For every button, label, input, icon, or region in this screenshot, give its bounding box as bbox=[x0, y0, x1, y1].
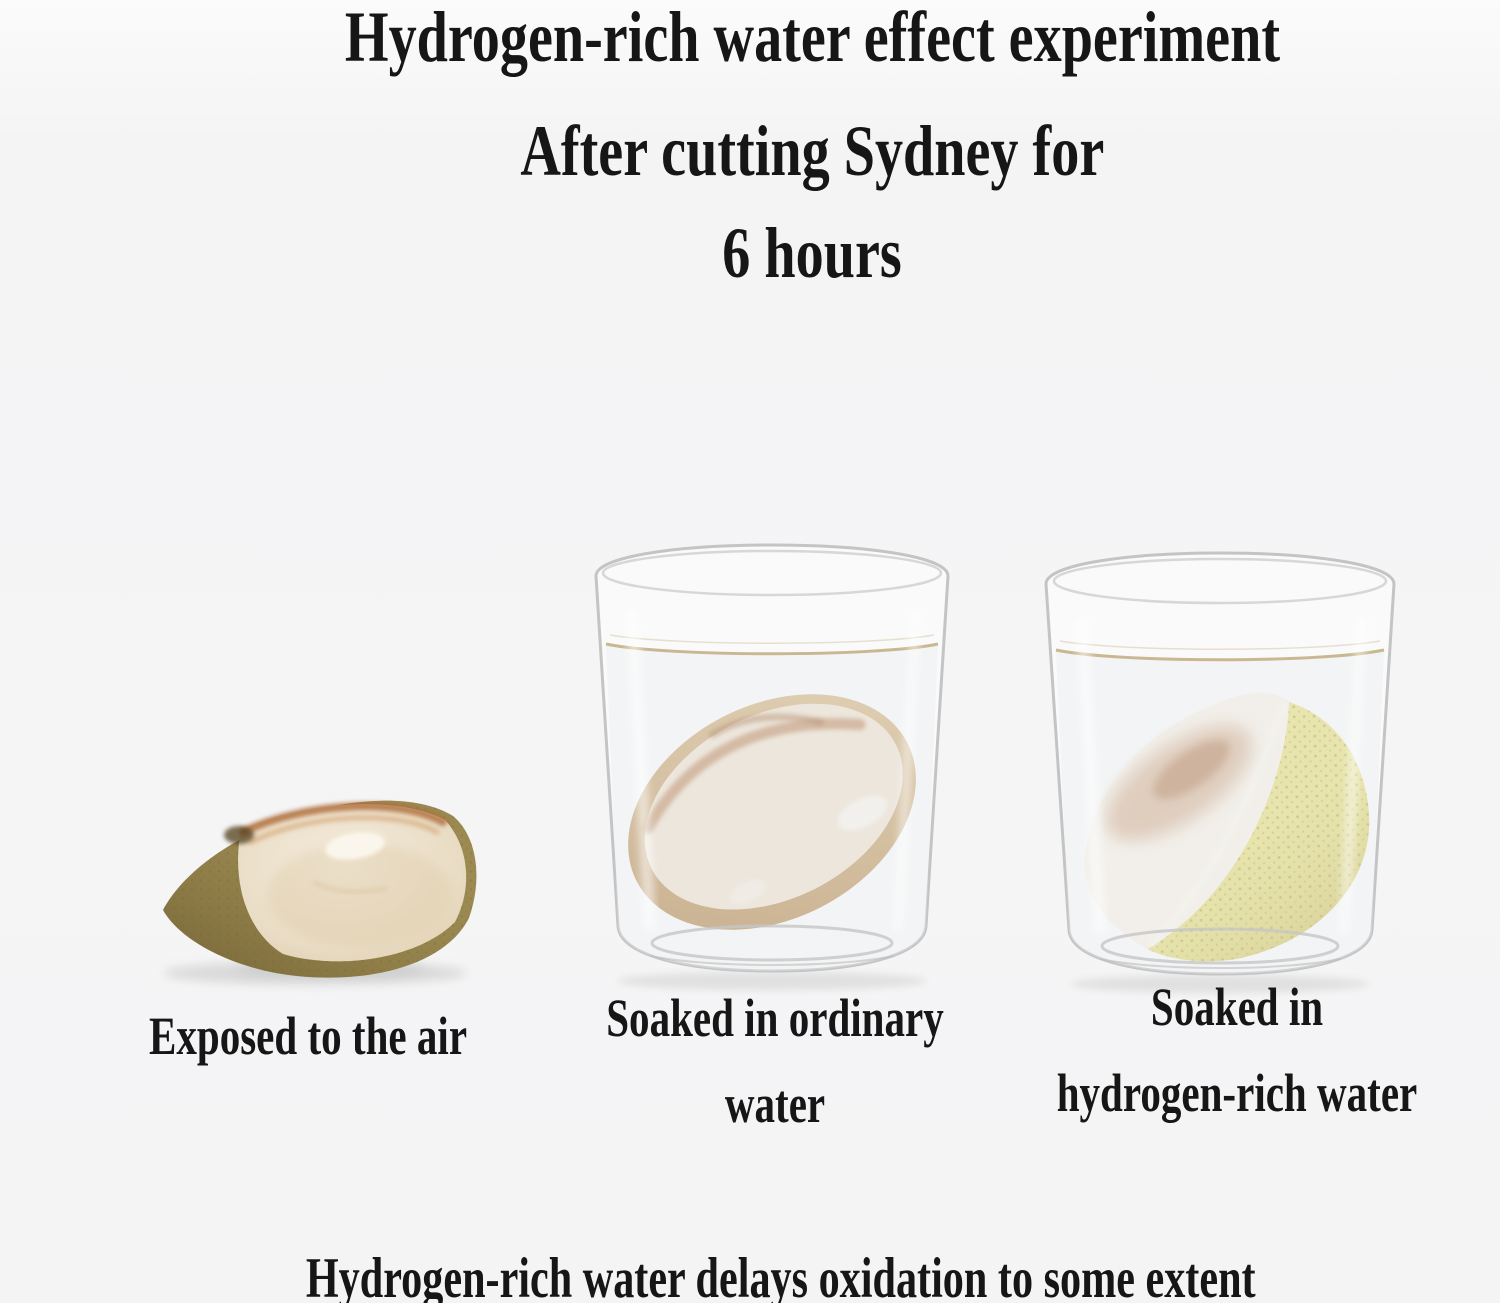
glass-bottom-inner bbox=[1100, 927, 1340, 965]
caption-hydrogen-line-2: hydrogen-rich water bbox=[1056, 1063, 1418, 1123]
glass-hydrogen-water-photo bbox=[1044, 551, 1396, 993]
glass-right-highlight bbox=[1339, 617, 1367, 935]
glass-bottom-inner bbox=[650, 924, 894, 962]
glass-left-highlight bbox=[1076, 617, 1106, 935]
glass-shadow bbox=[1070, 975, 1370, 993]
glass-shadow bbox=[617, 972, 927, 990]
caption-ordinary-water: Soaked in ordinary water bbox=[525, 975, 1025, 1147]
glass-rim-inner bbox=[1052, 557, 1388, 605]
title-line-2: After cutting Sydney for bbox=[62, 96, 1500, 206]
glass-left-highlight bbox=[626, 609, 656, 931]
title-line-2-text: After cutting Sydney for bbox=[520, 111, 1104, 191]
pear-core-mark bbox=[312, 880, 388, 894]
pear-wedge-exposed-photo bbox=[163, 800, 477, 985]
pear-slice-oxidized bbox=[628, 694, 916, 930]
glass-base-edge bbox=[1099, 958, 1341, 969]
glass-rim-inner bbox=[601, 549, 943, 597]
pear-seed-highlight bbox=[325, 832, 385, 860]
pear-oxidation-edge-soft bbox=[248, 815, 440, 845]
slice-oxidation-streak-dark bbox=[708, 713, 825, 739]
pear-oxidation-edge bbox=[239, 802, 447, 836]
caption-ordinary-line-2: water bbox=[724, 1074, 826, 1134]
glass-right-highlight bbox=[893, 609, 921, 931]
caption-exposed-line-1: Exposed to the air bbox=[148, 1006, 468, 1066]
conclusion-text-inner: Hydrogen-rich water delays oxidation to … bbox=[306, 1247, 1256, 1303]
title-line-3-text: 6 hours bbox=[722, 213, 902, 293]
wedge-ridge-highlight bbox=[1149, 703, 1288, 948]
glass-base-edge bbox=[649, 955, 895, 966]
pear-wedge-fresh bbox=[1084, 692, 1370, 962]
slice-oxidation-streak bbox=[642, 718, 866, 834]
slice-glare-2 bbox=[729, 879, 766, 905]
caption-hydrogen-line-1: Soaked in bbox=[1150, 977, 1324, 1037]
glass-ordinary-water-photo bbox=[594, 543, 950, 990]
title-line-1: Hydrogen-rich water effect experiment bbox=[62, 0, 1500, 92]
title-line-1-text: Hydrogen-rich water effect experiment bbox=[344, 0, 1280, 77]
pear-face-oxidized-tint bbox=[268, 843, 452, 947]
wedge-oxidation-smudge-dark bbox=[1153, 739, 1230, 800]
caption-hydrogen-water: Soaked in hydrogen-rich water bbox=[987, 964, 1487, 1136]
water-surface-reflection bbox=[609, 634, 935, 644]
conclusion-text: Hydrogen-rich water delays oxidation to … bbox=[31, 1244, 1500, 1303]
water-surface-reflection bbox=[1059, 640, 1381, 650]
pear-stem-tip-dark bbox=[224, 826, 254, 844]
water-tint bbox=[1056, 650, 1384, 974]
slice-glare bbox=[837, 795, 888, 831]
title-line-3: 6 hours bbox=[62, 198, 1500, 308]
wedge-skin-speckles bbox=[1147, 702, 1370, 962]
caption-exposed-to-air: Exposed to the air bbox=[58, 993, 558, 1079]
caption-ordinary-line-1: Soaked in ordinary bbox=[606, 988, 944, 1048]
water-tint bbox=[606, 644, 938, 971]
